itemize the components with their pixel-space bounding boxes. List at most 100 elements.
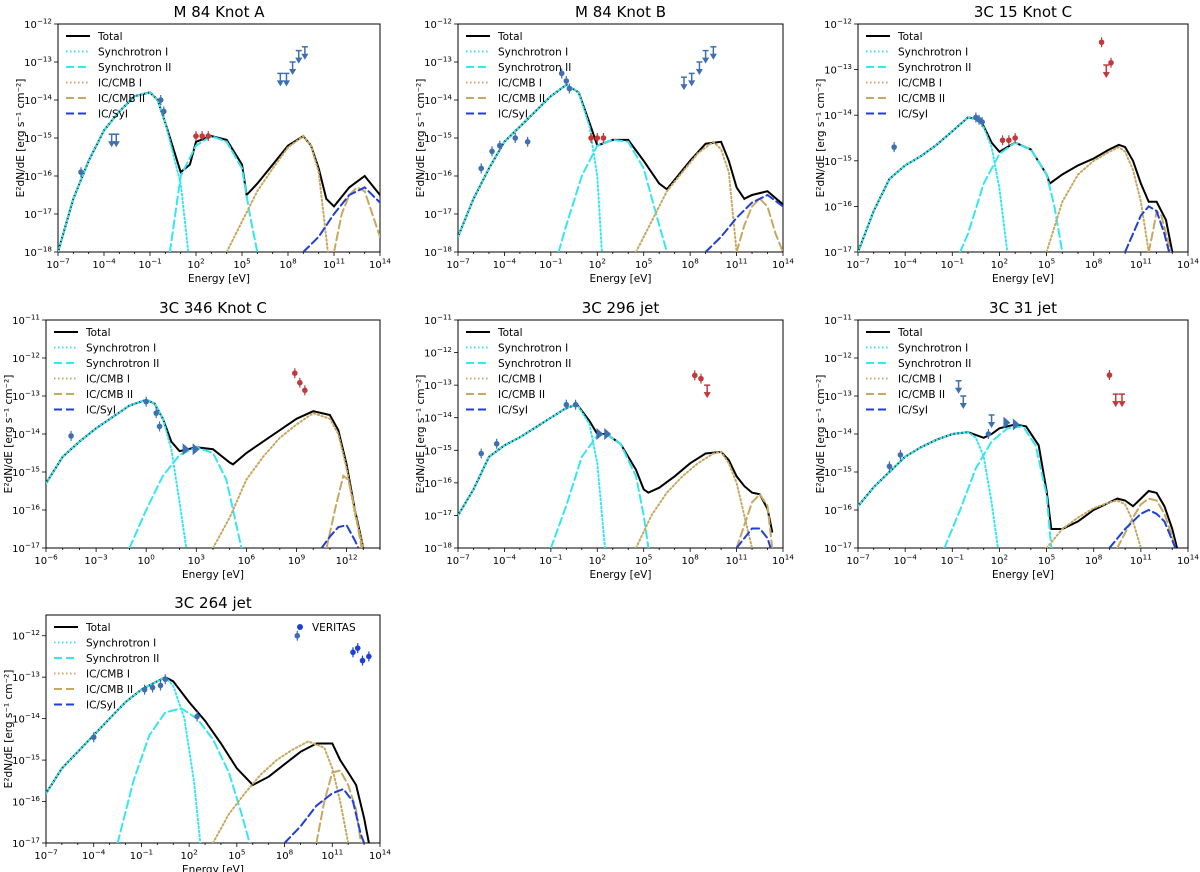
data-point: [1118, 393, 1126, 408]
series-line-total: [46, 398, 365, 548]
x-tick-label: 10−4: [493, 553, 517, 568]
y-tick-label: 10−17: [824, 541, 852, 556]
x-tick-label: 10−3: [84, 553, 107, 568]
y-tick-label: 10−16: [424, 475, 452, 490]
legend-label: Total: [897, 327, 923, 339]
legend-label: Synchrotron I: [498, 47, 568, 59]
data-point: [205, 131, 212, 142]
series-line-ic-cmb-ii: [315, 769, 362, 843]
legend-label: Synchrotron I: [498, 343, 568, 355]
y-axis-label: E²dN/dE [erg s⁻¹ cm⁻²]: [15, 79, 27, 198]
data-point: [594, 133, 601, 143]
legend-label: IC/SyI: [898, 109, 928, 121]
x-tick-label: 10−1: [941, 553, 964, 568]
data-point: [709, 46, 717, 60]
data-point: [600, 133, 607, 143]
x-tick-label: 10−7: [46, 257, 69, 272]
y-tick-label: 10−16: [424, 169, 452, 184]
data-point: [1003, 416, 1011, 429]
veritas-point: [350, 647, 356, 658]
veritas-point: [366, 651, 372, 662]
legend-label: IC/CMB I: [98, 78, 142, 90]
series-line-ic-syi: [735, 527, 772, 548]
x-tick-label: 102: [991, 257, 1008, 272]
series-line-ic-syi: [302, 186, 380, 252]
data-point: [572, 399, 579, 410]
y-tick-label: 10−16: [12, 503, 40, 518]
x-tick-label: 102: [187, 257, 204, 272]
y-axis-label: E²dN/dE [erg s⁻¹ cm⁻²]: [815, 375, 827, 494]
series-line-synchrotron-ii: [116, 707, 251, 843]
x-tick-label: 10−7: [846, 553, 869, 568]
x-axis-label: Energy [eV]: [992, 569, 1054, 581]
x-tick-label: 108: [1085, 553, 1103, 568]
y-tick-label: 10−17: [824, 245, 852, 260]
legend-label: Total: [497, 31, 523, 43]
series-line-synchrotron-i: [858, 431, 999, 548]
x-tick-label: 109: [288, 553, 306, 568]
chart-title: 3C 264 jet: [174, 594, 252, 612]
data-point: [988, 414, 995, 428]
legend-label: IC/SyI: [498, 109, 528, 121]
series-line-ic-cmb-i: [212, 411, 365, 548]
x-tick-label: 1014: [772, 553, 794, 568]
series-line-synchrotron-ii: [128, 446, 243, 548]
x-axis-label: Energy [eV]: [590, 569, 652, 581]
y-axis-label: E²dN/dE [erg s⁻¹ cm⁻²]: [415, 79, 427, 198]
y-axis-label: E²dN/dE [erg s⁻¹ cm⁻²]: [3, 670, 15, 789]
legend-label: IC/CMB I: [86, 374, 130, 386]
x-axis-label: Energy [eV]: [188, 273, 250, 285]
chart-panel-m-84-knot-b: M 84 Knot B 10−7 10−4 10−1 102 105 108 1011 1014…: [415, 3, 794, 285]
y-tick-label: 10−14: [24, 93, 52, 108]
x-tick-label: 10−4: [92, 257, 116, 272]
data-point: [157, 95, 164, 105]
y-tick-label: 10−15: [424, 443, 452, 458]
data-point: [289, 61, 297, 75]
series-line-ic-syi: [1108, 508, 1177, 548]
legend-label: IC/SyI: [898, 405, 928, 417]
data-point: [161, 106, 167, 117]
series-line-synchrotron-i: [46, 398, 188, 548]
legend-label: IC/CMB II: [98, 93, 145, 105]
chart-panel-m-84-knot-a: M 84 Knot A 10−7 10−4 10−1 102 105 108 1011 1014…: [15, 3, 391, 285]
data-point: [524, 136, 531, 147]
x-tick-label: 102: [589, 257, 606, 272]
x-tick-label: 10−6: [34, 553, 58, 568]
data-point: [1006, 135, 1012, 146]
data-point: [78, 167, 84, 178]
x-tick-label: 105: [233, 257, 250, 272]
y-tick-label: 10−14: [424, 93, 452, 108]
x-tick-label: 102: [991, 553, 1008, 568]
y-tick-label: 10−11: [12, 313, 40, 328]
legend-label: IC/CMB I: [898, 78, 942, 90]
plot-frame: [457, 319, 784, 549]
data-point: [891, 142, 897, 153]
chart-panel-3c-15-knot-c: 3C 15 Knot C 10−7 10−4 10−1 102 105 108 1011 101…: [815, 3, 1199, 285]
y-tick-label: 10−15: [12, 465, 40, 480]
data-point: [985, 429, 992, 439]
data-point: [156, 421, 163, 432]
legend-label: Synchrotron I: [86, 638, 156, 650]
legend-label: Total: [97, 31, 123, 43]
legend-label: IC/CMB II: [498, 93, 545, 105]
legend-label: Synchrotron II: [86, 653, 159, 665]
data-point: [604, 428, 612, 440]
series-line-ic-cmb-i: [212, 740, 350, 843]
data-point: [182, 443, 190, 456]
series-line-synchrotron-i: [458, 403, 606, 548]
x-tick-label: 102: [180, 848, 197, 863]
data-point: [566, 83, 573, 94]
data-point: [680, 76, 688, 91]
x-tick-label: 108: [681, 257, 699, 272]
series-line-ic-cmb-i: [1045, 145, 1150, 252]
x-tick-label: 10−4: [493, 257, 517, 272]
x-axis-label: Energy [eV]: [590, 273, 652, 285]
legend: Total Synchrotron I Synchrotron II IC/CMB I…: [54, 622, 159, 712]
y-tick-label: 10−16: [824, 199, 852, 214]
y-tick-label: 10−14: [12, 427, 40, 442]
x-tick-label: 10−1: [539, 257, 562, 272]
legend-label: Synchrotron I: [898, 47, 968, 59]
chart-title: 3C 296 jet: [582, 299, 660, 317]
data-point: [688, 72, 696, 87]
y-axis-label: E²dN/dE [erg s⁻¹ cm⁻²]: [415, 375, 427, 494]
